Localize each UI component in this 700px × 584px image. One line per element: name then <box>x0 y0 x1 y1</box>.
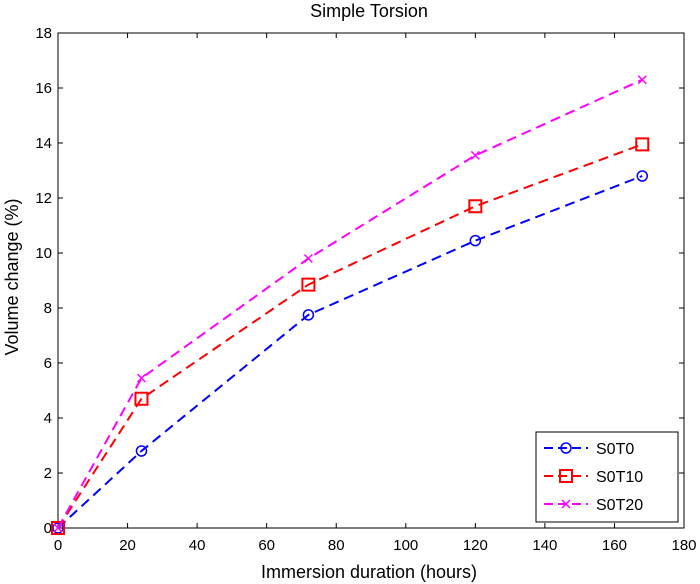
data-point-s0t10 <box>134 391 149 406</box>
data-point-s0t0 <box>135 445 148 457</box>
series-s0t20 <box>53 75 647 533</box>
data-point-s0t0 <box>636 170 649 182</box>
data-point-s0t0 <box>469 234 482 247</box>
data-point-s0t20 <box>303 253 313 264</box>
y-tick-label: 2 <box>44 465 52 482</box>
y-axis-label: Volume change (%) <box>2 198 22 355</box>
y-tick-label: 18 <box>35 25 52 42</box>
data-point-s0t20 <box>136 373 146 383</box>
x-tick-label: 60 <box>258 537 275 554</box>
series-line-s0t0 <box>57 175 643 529</box>
legend-label-s0t10: S0T10 <box>596 469 643 486</box>
series-layer <box>51 75 650 535</box>
x-tick-label: 20 <box>119 537 136 554</box>
x-axis: 0 20 40 60 80 100 120 140 160 180 <box>54 33 697 554</box>
data-point-s0t10 <box>468 199 483 214</box>
x-tick-label: 160 <box>602 537 627 554</box>
y-tick-label: 6 <box>44 355 52 372</box>
legend-marker-s0t10 <box>559 469 573 483</box>
x-axis-label: Immersion duration (hours) <box>261 562 477 582</box>
data-point-s0t0 <box>302 309 315 321</box>
data-point-s0t20 <box>53 523 63 533</box>
y-tick-label: 14 <box>35 135 52 152</box>
data-point-s0t20 <box>470 150 480 160</box>
legend-marker-s0t20 <box>561 499 571 509</box>
x-tick-label: 80 <box>328 537 345 554</box>
series-s0t10 <box>51 137 650 535</box>
legend: S0T0 S0T10 S0T20 <box>535 431 679 523</box>
y-tick-label: 12 <box>35 190 52 207</box>
legend-label-s0t20: S0T20 <box>596 497 643 514</box>
x-tick-label: 180 <box>671 537 696 554</box>
data-point-s0t10 <box>635 137 650 152</box>
data-point-s0t20 <box>637 75 647 85</box>
x-tick-label: 120 <box>463 537 488 554</box>
x-tick-label: 140 <box>532 537 557 554</box>
y-tick-label: 0 <box>44 520 52 537</box>
y-tick-label: 8 <box>44 300 52 317</box>
y-axis: 0 2 4 6 8 10 12 14 16 18 <box>35 25 684 537</box>
data-point-s0t10 <box>51 521 65 535</box>
y-tick-label: 4 <box>44 410 52 427</box>
series-line-s0t10 <box>57 143 643 529</box>
chart-title: Simple Torsion <box>310 1 428 21</box>
x-tick-label: 0 <box>54 537 62 554</box>
x-tick-label: 100 <box>393 537 418 554</box>
legend-label-s0t0: S0T0 <box>596 441 634 458</box>
data-point-s0t10 <box>301 277 316 292</box>
x-tick-label: 40 <box>189 537 206 554</box>
legend-marker-s0t0 <box>560 442 572 454</box>
y-tick-label: 10 <box>35 245 52 262</box>
y-tick-label: 16 <box>35 80 52 97</box>
